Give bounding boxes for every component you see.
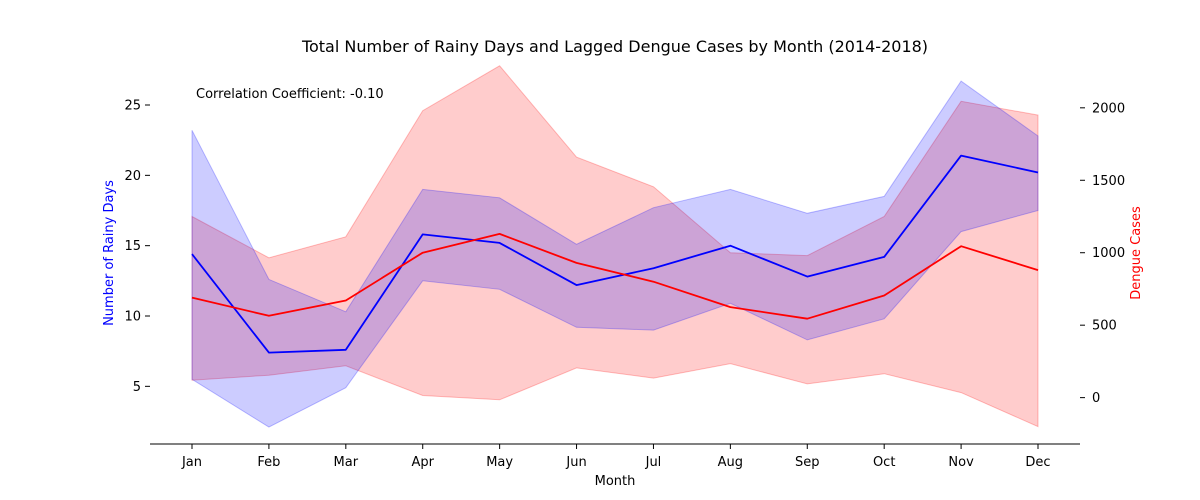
- left-y-tick-label-15: 15: [124, 239, 141, 254]
- right-y-tick-label-1000: 1000: [1092, 246, 1125, 261]
- confidence-bands: [191, 65, 1039, 428]
- line-right-series: [191, 232, 1039, 320]
- chart-title: Total Number of Rainy Days and Lagged De…: [301, 37, 928, 56]
- left-y-tick-label-10: 10: [124, 310, 141, 325]
- right-y-tick-label-500: 500: [1092, 319, 1117, 334]
- x-tick-label-jun: Jun: [565, 455, 586, 470]
- left-y-axis-label: Number of Rainy Days: [102, 180, 117, 326]
- x-tick-label-aug: Aug: [718, 455, 743, 470]
- right-y-tick-label-0: 0: [1092, 391, 1100, 406]
- right-y-axis-label: Dengue Cases: [1129, 206, 1144, 300]
- x-tick-label-nov: Nov: [948, 455, 974, 470]
- x-tick-label-mar: Mar: [334, 455, 359, 470]
- line-left-series: [191, 154, 1039, 354]
- right-y-tick-label-1500: 1500: [1092, 174, 1125, 189]
- axes: Jan Feb Mar Apr May Jun Jul Aug Sep Oct Nov Dec 5 10 1…: [124, 99, 1125, 470]
- correlation-annotation: Correlation Coefficient: -0.10: [196, 87, 384, 102]
- band-left-series: [191, 80, 1039, 428]
- x-tick-label-jul: Jul: [645, 455, 662, 470]
- x-tick-label-sep: Sep: [795, 455, 820, 470]
- x-tick-label-oct: Oct: [873, 455, 895, 470]
- left-y-tick-label-5: 5: [133, 380, 141, 395]
- left-y-tick-label-20: 20: [124, 169, 141, 184]
- x-tick-label-apr: Apr: [411, 455, 434, 470]
- x-tick-label-feb: Feb: [257, 455, 280, 470]
- band-right-series: [191, 65, 1039, 428]
- right-y-tick-label-2000: 2000: [1092, 101, 1125, 116]
- x-tick-label-jan: Jan: [181, 455, 202, 470]
- x-axis-label: Month: [595, 474, 636, 489]
- x-tick-label-may: May: [486, 455, 513, 470]
- left-y-tick-label-25: 25: [124, 99, 141, 114]
- series-lines: [191, 154, 1039, 354]
- x-tick-label-dec: Dec: [1025, 455, 1050, 470]
